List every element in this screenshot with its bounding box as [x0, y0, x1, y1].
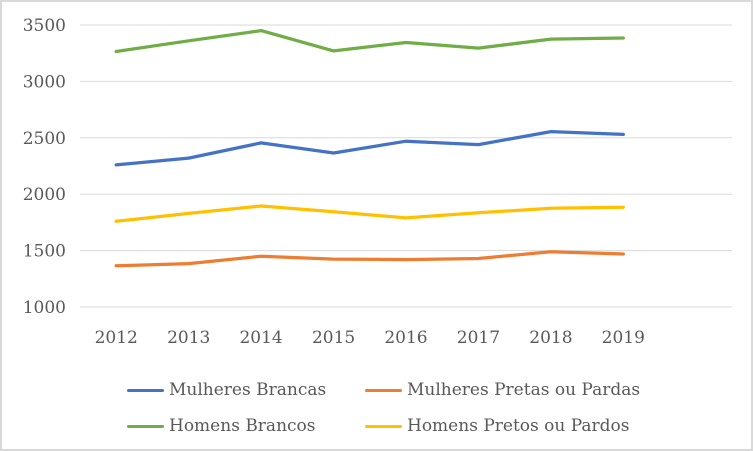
legend-item-mulheres-brancas[interactable]: Mulheres Brancas — [127, 379, 326, 401]
x-axis-tick-label: 2018 — [529, 328, 572, 348]
y-axis-tick-label: 3500 — [23, 16, 66, 36]
series-line-homens-pretos-ou-pardos — [114, 204, 625, 223]
y-axis-tick-label: 2500 — [23, 129, 66, 149]
legend-swatch-homens-pretos-ou-pardos — [365, 424, 402, 428]
x-axis-tick-label: 2019 — [602, 328, 645, 348]
legend-item-mulheres-pretas-ou-pardas[interactable]: Mulheres Pretas ou Pardas — [365, 379, 640, 401]
legend-label: Homens Pretos ou Pardos — [407, 416, 630, 436]
y-axis-tick-label: 1500 — [23, 242, 66, 262]
x-axis-tick-label: 2016 — [384, 328, 427, 348]
y-axis-tick-label: 2000 — [23, 185, 66, 205]
x-axis-tick-label: 2017 — [457, 328, 500, 348]
series-line-homens-brancos — [114, 28, 625, 54]
series-line-mulheres-pretas-ou-pardas — [114, 250, 625, 268]
legend-label: Homens Brancos — [169, 416, 316, 436]
x-axis-tick-label: 2013 — [167, 328, 210, 348]
x-axis-tick-label: 2012 — [95, 328, 138, 348]
x-axis-tick-label: 2014 — [239, 328, 282, 348]
legend-swatch-homens-brancos — [127, 424, 164, 428]
x-axis-tick-label: 2015 — [312, 328, 355, 348]
legend-item-homens-pretos-ou-pardos[interactable]: Homens Pretos ou Pardos — [365, 415, 630, 437]
legend-item-homens-brancos[interactable]: Homens Brancos — [127, 415, 316, 437]
legend-swatch-mulheres-pretas-ou-pardas — [365, 388, 402, 392]
legend-swatch-mulheres-brancas — [127, 388, 164, 392]
series-line-mulheres-brancas — [114, 129, 625, 167]
legend-label: Mulheres Pretas ou Pardas — [407, 380, 641, 400]
y-axis-tick-label: 3000 — [23, 72, 66, 92]
y-axis-tick-label: 1000 — [23, 298, 66, 318]
legend-label: Mulheres Brancas — [169, 380, 327, 400]
